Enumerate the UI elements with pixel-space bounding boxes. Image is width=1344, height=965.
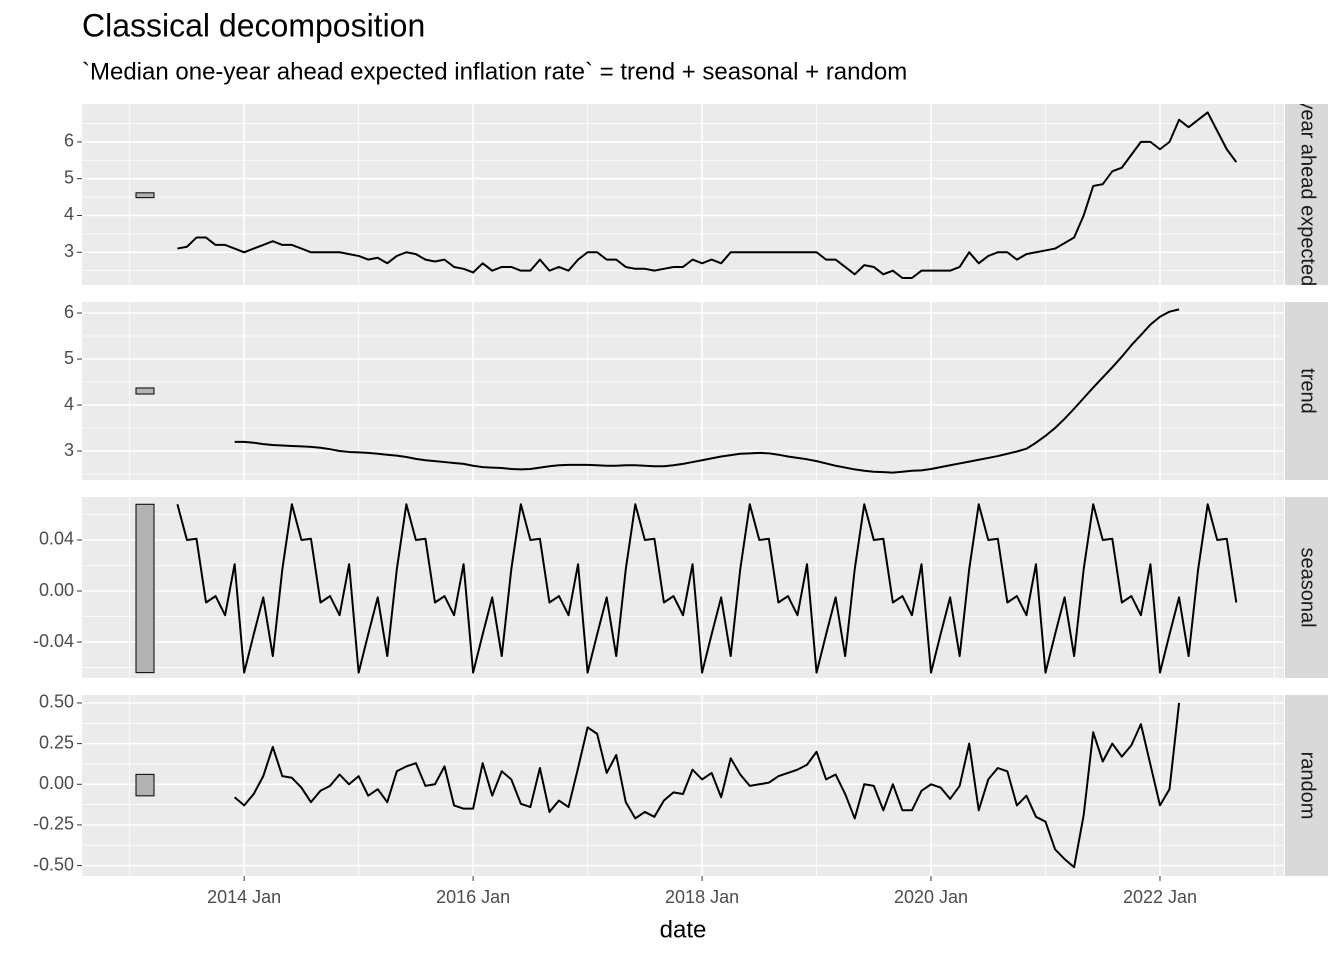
strip-label: trend: [1297, 368, 1319, 414]
scale-bar: [135, 503, 155, 674]
strip: trend: [1297, 368, 1319, 414]
strip-label: random: [1297, 752, 1319, 820]
strip-background: [1285, 497, 1328, 678]
chart-title: Classical decomposition: [82, 7, 425, 43]
y-tick-label: 0.04: [39, 529, 74, 549]
strip-background: [1285, 104, 1328, 285]
x-tick-label: 2016 Jan: [436, 887, 510, 907]
y-tick-label: 0.00: [39, 580, 74, 600]
strip-background: [1285, 302, 1328, 480]
scale-bar: [135, 192, 155, 199]
x-tick-label: 2022 Jan: [1123, 887, 1197, 907]
panel-background: [82, 695, 1284, 876]
y-tick-label: 5: [64, 348, 74, 368]
series-line: [176, 503, 1238, 674]
y-tick-label: 5: [64, 167, 74, 187]
strip-label: seasonal: [1297, 547, 1319, 627]
y-tick-label: -0.04: [33, 631, 74, 651]
series-line: [234, 308, 1180, 474]
y-tick-label: 4: [64, 204, 74, 224]
strip-background: [1285, 695, 1328, 876]
x-tick-label: 2020 Jan: [894, 887, 968, 907]
panel-background: [82, 302, 1284, 480]
y-tick-label: 3: [64, 440, 74, 460]
strip-label: Median one-year ahead expected inflation…: [1297, 0, 1319, 401]
x-tick-label: 2014 Jan: [207, 887, 281, 907]
y-tick-label: 0.50: [39, 692, 74, 712]
y-tick-label: -0.25: [33, 814, 74, 834]
y-tick-label: 0.25: [39, 732, 74, 752]
y-tick-label: 6: [64, 302, 74, 322]
y-tick-label: -0.50: [33, 854, 74, 874]
panel-background: [82, 497, 1284, 678]
series-line: [233, 702, 1181, 869]
y-tick-label: 6: [64, 131, 74, 151]
y-tick-label: 4: [64, 394, 74, 414]
strip: random: [1297, 752, 1319, 820]
chart-subtitle: `Median one-year ahead expected inflatio…: [82, 58, 907, 85]
y-tick-label: 3: [64, 241, 74, 261]
y-tick-label: 0.00: [39, 773, 74, 793]
strip: Median one-year ahead expected inflation…: [1297, 0, 1319, 401]
strip: seasonal: [1297, 547, 1319, 627]
panel-background: [82, 104, 1284, 285]
x-tick-label: 2018 Jan: [665, 887, 739, 907]
scale-bar: [135, 387, 155, 395]
scale-bar: [135, 773, 155, 797]
series-line: [177, 111, 1238, 280]
x-axis-title: date: [660, 916, 707, 943]
